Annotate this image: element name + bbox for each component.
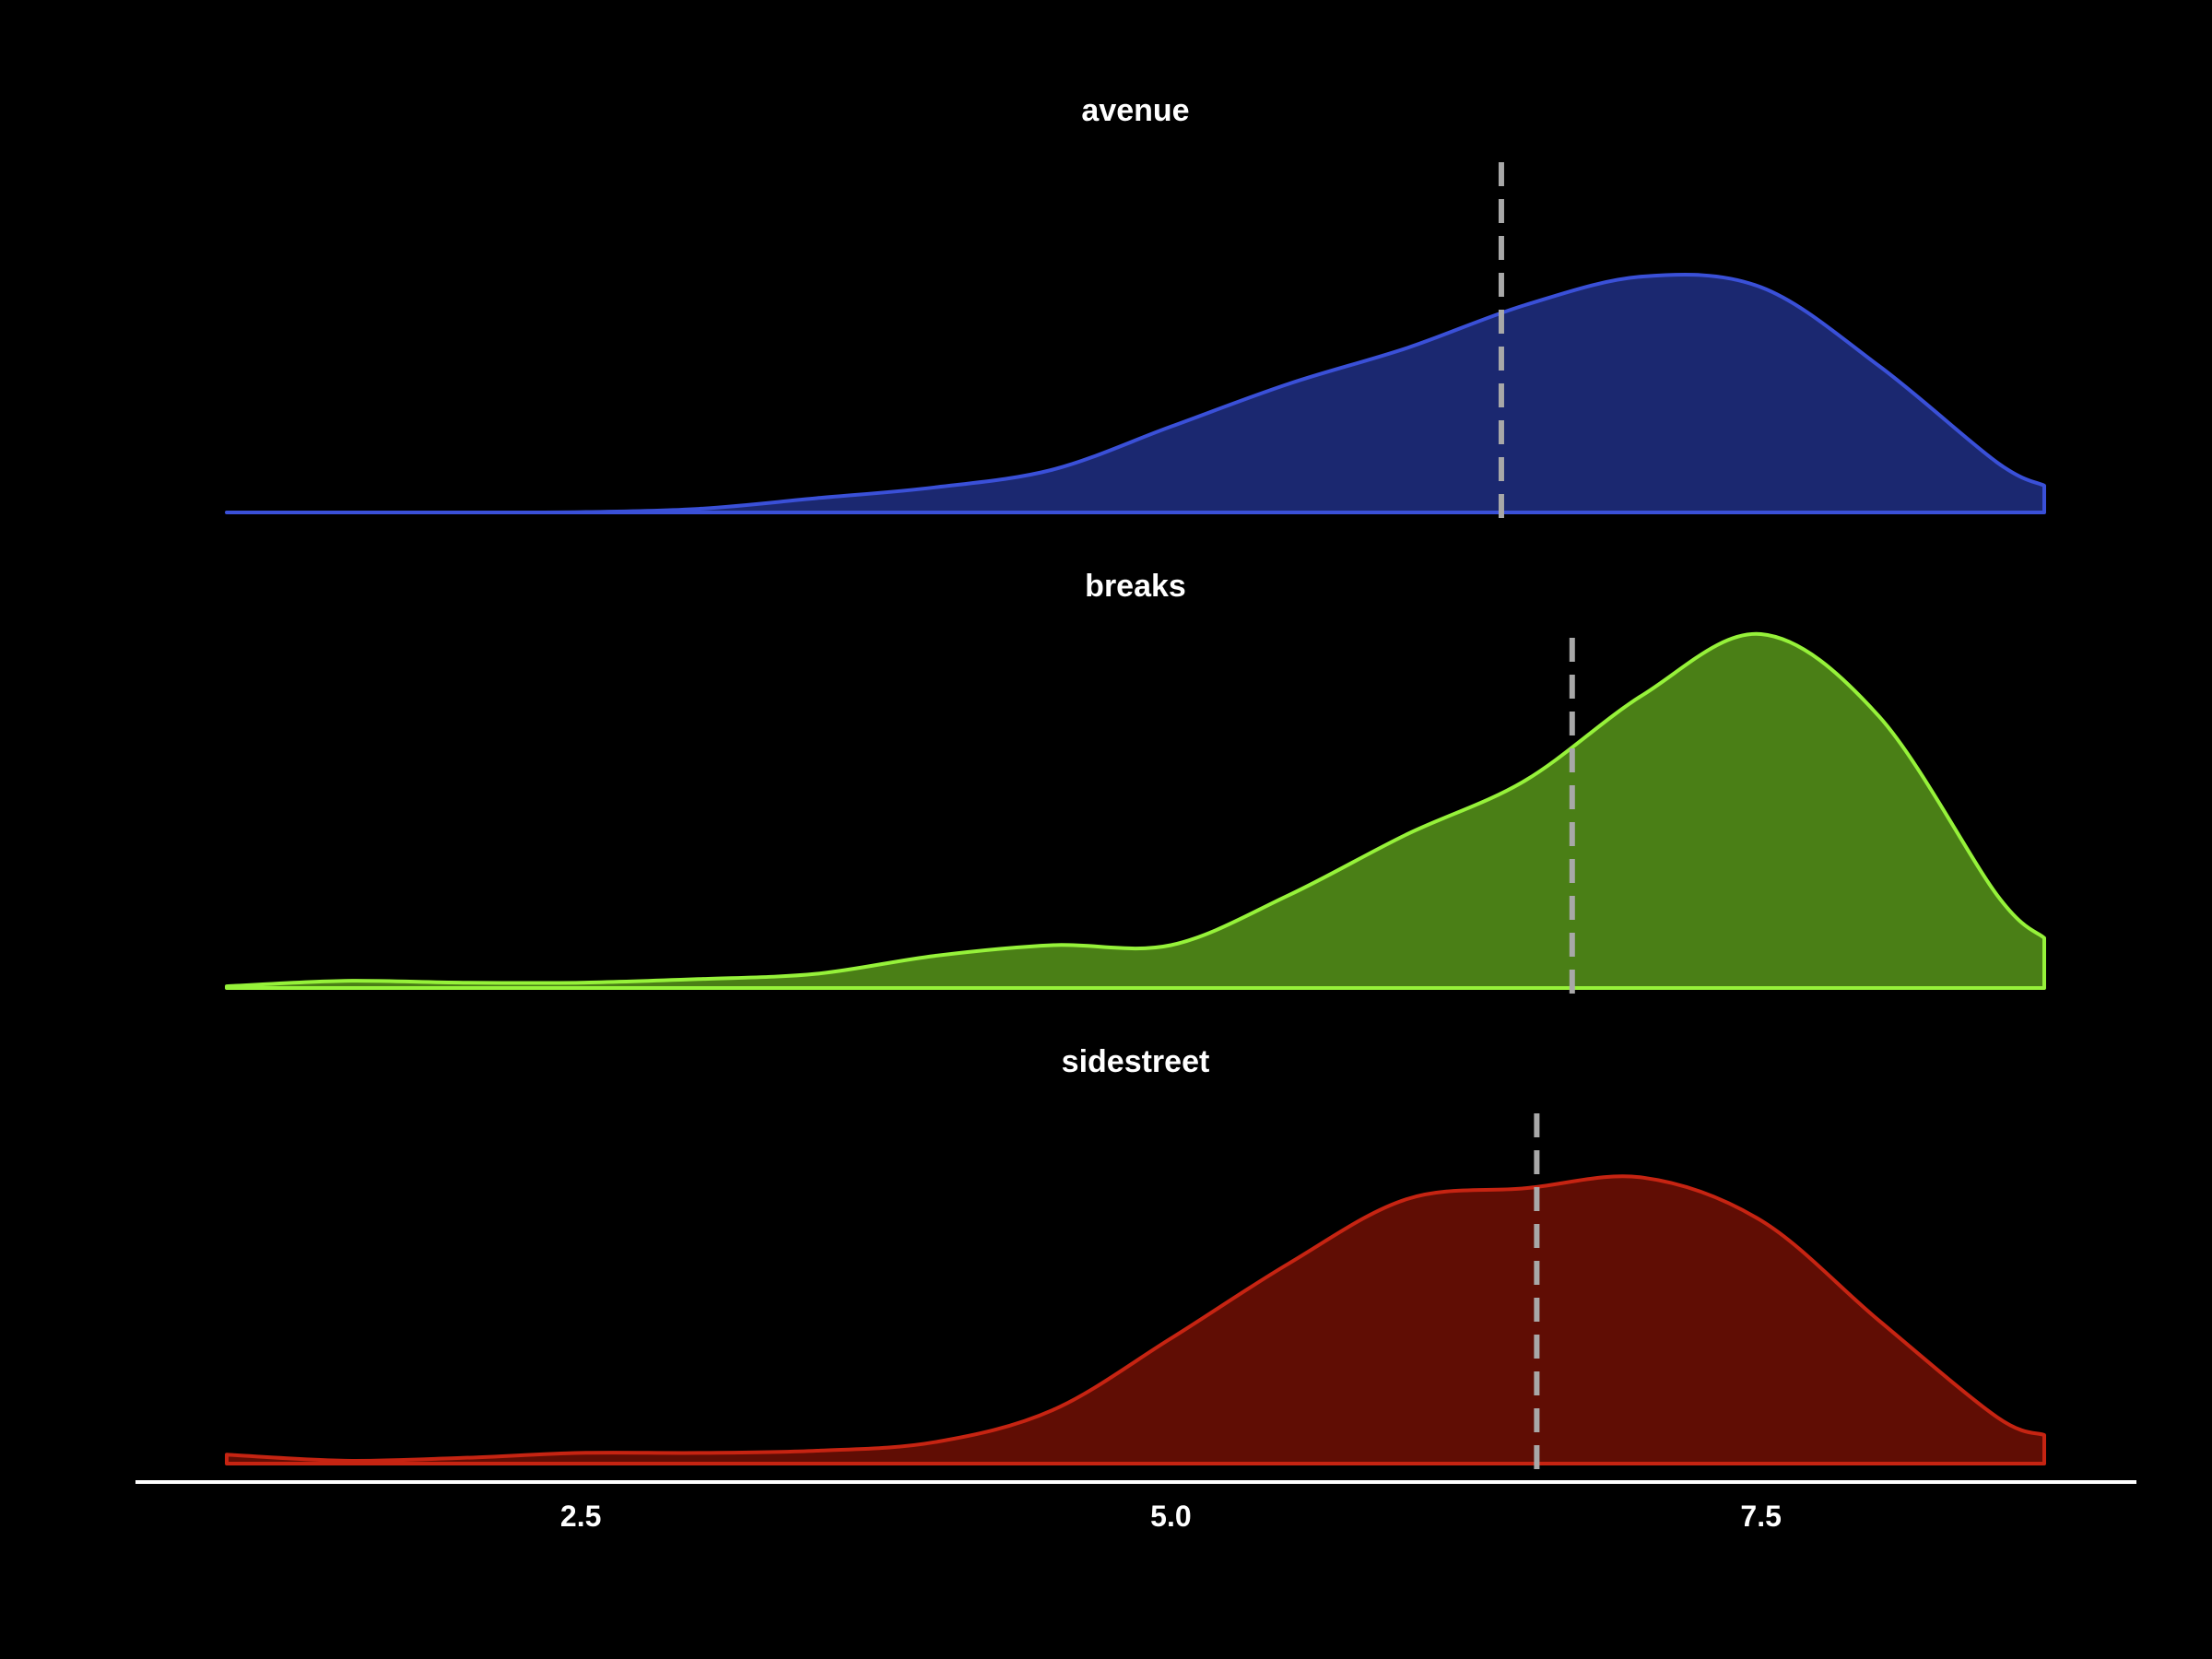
panel-avenue: avenue <box>225 93 2046 531</box>
panel-breaks: breaks <box>225 569 2046 1006</box>
x-axis-ticks: 2.5 5.0 7.5 <box>560 1500 1782 1533</box>
panel-sidestreet: sidestreet <box>225 1044 2046 1482</box>
density-area-breaks <box>225 631 2046 990</box>
x-tick-label-2-5: 2.5 <box>560 1500 601 1533</box>
panel-title-breaks: breaks <box>1085 569 1186 604</box>
x-tick-label-5-0: 5.0 <box>1150 1500 1191 1533</box>
density-area-sidestreet <box>225 1174 2046 1465</box>
density-area-avenue <box>225 273 2046 515</box>
panel-title-sidestreet: sidestreet <box>1062 1044 1210 1079</box>
x-tick-label-7-5: 7.5 <box>1740 1500 1781 1533</box>
panel-title-avenue: avenue <box>1081 93 1189 128</box>
